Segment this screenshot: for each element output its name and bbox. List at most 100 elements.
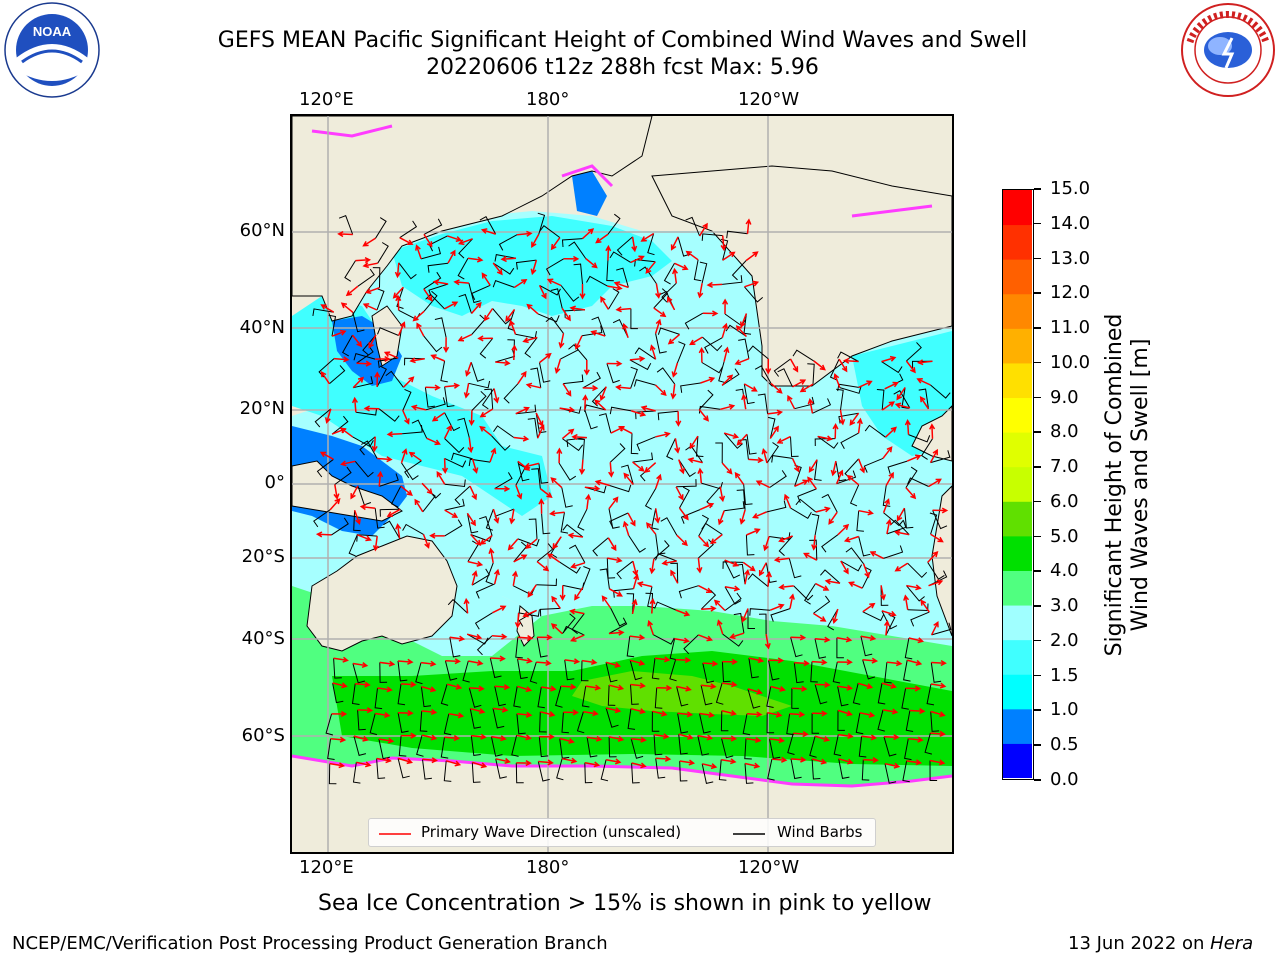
wave-direction-arrow <box>700 376 716 384</box>
wave-direction-arrow <box>509 508 516 525</box>
wave-direction-arrow <box>556 447 563 464</box>
wave-direction-arrow <box>721 758 737 765</box>
wind-barb <box>883 545 904 559</box>
wind-barb <box>444 498 465 511</box>
wave-direction-arrow <box>377 470 384 487</box>
wave-direction-arrow <box>713 599 726 612</box>
wind-barb <box>790 758 802 780</box>
wind-barb <box>609 443 626 463</box>
wave-direction-arrow <box>331 329 347 337</box>
wind-barb <box>723 432 743 449</box>
wave-direction-arrow <box>340 302 354 313</box>
wave-direction-arrow <box>807 397 814 414</box>
wave-direction-arrow <box>882 708 899 715</box>
north-america <box>651 165 952 387</box>
wind-barb <box>698 514 709 537</box>
wind-barb <box>791 688 799 709</box>
wave-direction-arrow <box>362 303 378 311</box>
wind-barb <box>598 413 612 434</box>
wind-barb <box>790 637 803 658</box>
wave-direction-arrow <box>893 529 910 536</box>
wave-direction-arrow <box>584 761 601 768</box>
wind-barb <box>573 263 583 285</box>
wind-barb <box>443 760 452 782</box>
wave-direction-arrow <box>536 561 550 572</box>
wind-barb <box>425 397 446 411</box>
colorbar-tick-mark <box>1034 361 1041 364</box>
wind-barb <box>721 661 731 683</box>
wave-direction-arrow <box>471 733 487 740</box>
wind-barb <box>680 382 701 393</box>
wave-direction-arrow <box>832 423 839 439</box>
colorbar-tick-mark <box>1034 674 1041 677</box>
wind-barb <box>492 279 515 288</box>
wind-barb <box>616 267 629 288</box>
wind-barb <box>479 216 497 235</box>
wind-barb <box>651 658 660 680</box>
wave-direction-arrow <box>540 711 556 718</box>
wave-direction-arrow <box>932 507 949 514</box>
wind-barb <box>758 613 767 635</box>
wind-barb <box>676 341 686 364</box>
wave-direction-arrow <box>930 730 946 737</box>
wind-barb <box>608 508 620 529</box>
wind-barb <box>804 583 816 605</box>
colorbar-swatch <box>1003 639 1032 675</box>
wave-direction-arrow <box>469 485 477 501</box>
wave-direction-arrow <box>516 230 533 237</box>
wave-direction-arrow <box>674 262 689 271</box>
wave-direction-arrow <box>400 681 417 688</box>
wave-direction-arrow <box>622 520 630 536</box>
wave-direction-arrow <box>645 261 656 274</box>
wave-direction-arrow <box>813 360 826 371</box>
wind-barb <box>787 733 795 755</box>
wind-barb <box>327 738 335 760</box>
wind-barb <box>849 484 860 507</box>
wind-barb <box>792 349 814 362</box>
wave-direction-arrow <box>363 405 380 412</box>
wave-direction-arrow <box>432 279 449 286</box>
wave-direction-arrow <box>467 256 484 263</box>
wave-direction-arrow <box>608 735 625 742</box>
wind-barb <box>458 293 472 314</box>
wave-direction-arrow <box>536 424 545 439</box>
australia <box>306 535 458 652</box>
wind-barb <box>607 213 621 235</box>
wave-direction-arrow <box>505 309 516 322</box>
wave-direction-arrow <box>783 493 792 509</box>
wind-barb <box>678 734 688 755</box>
wind-barb <box>539 711 547 733</box>
wind-barb <box>485 562 494 585</box>
colorbar-tick-mark <box>1034 466 1041 468</box>
wave-direction-arrow <box>653 733 670 740</box>
wave-direction-arrow <box>494 684 511 691</box>
wave-direction-arrow <box>884 426 897 438</box>
wind-barb <box>809 736 817 758</box>
wind-barb <box>490 736 503 757</box>
wave-direction-arrow <box>623 472 634 485</box>
wind-barb <box>766 500 787 513</box>
wave-direction-arrow <box>333 656 349 663</box>
wind-barb <box>605 662 618 683</box>
wave-direction-arrow <box>470 301 482 314</box>
wave-direction-arrow <box>536 659 552 666</box>
wave-direction-arrow <box>372 536 379 552</box>
wind-barb <box>420 246 442 260</box>
wave-direction-arrow <box>906 584 922 591</box>
wave-direction-arrow <box>793 730 809 738</box>
wave-direction-arrow <box>929 448 938 463</box>
wave-direction-arrow <box>770 382 783 394</box>
wind-barb <box>398 262 417 280</box>
wave-direction-arrow <box>629 634 646 641</box>
footer-machine: Hera <box>1210 933 1254 954</box>
wave-direction-arrow <box>594 479 610 487</box>
wind-barb <box>654 687 663 709</box>
wind-barb <box>511 735 519 757</box>
wind-barb <box>733 612 745 634</box>
wave-direction-arrow <box>495 359 511 366</box>
wave-direction-arrow <box>558 333 565 349</box>
wind-barb <box>793 585 814 601</box>
wind-barb <box>556 758 564 781</box>
wind-barb <box>586 275 608 287</box>
wave-direction-arrow <box>649 597 656 614</box>
